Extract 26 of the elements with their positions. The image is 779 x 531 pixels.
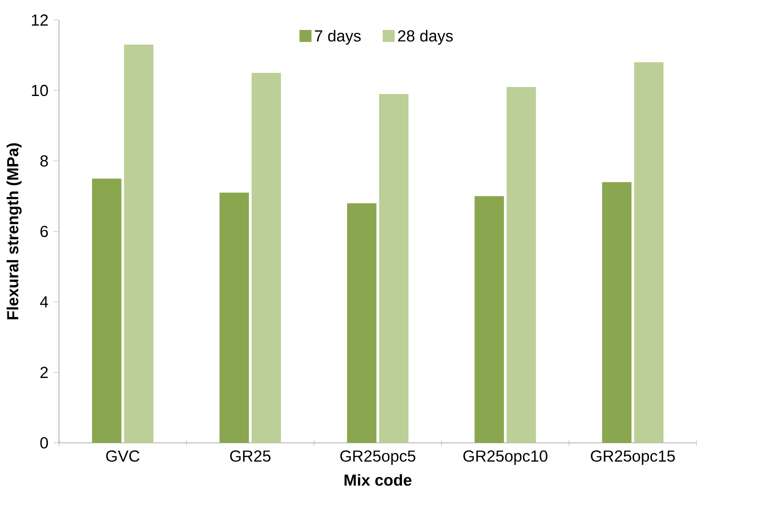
- x-tick-label: GR25opc5: [340, 450, 416, 465]
- bar: [474, 196, 504, 443]
- y-tick-label: 2: [40, 366, 48, 378]
- y-tick-label: 4: [40, 296, 48, 308]
- bar: [124, 44, 154, 443]
- legend-label: 28 days: [398, 30, 453, 45]
- bar: [602, 182, 632, 443]
- bar: [92, 178, 122, 443]
- bar: [220, 192, 249, 443]
- bar: [634, 62, 664, 443]
- x-tick-label: GR25opc15: [590, 450, 675, 465]
- bar: [506, 87, 536, 443]
- y-tick-label: 8: [40, 155, 48, 167]
- x-tick-label: GR25opc10: [463, 450, 548, 465]
- y-tick-label: 6: [40, 226, 48, 238]
- y-tick-label: 0: [40, 437, 48, 449]
- x-axis-title: Mix code: [344, 474, 412, 486]
- bar: [347, 203, 376, 443]
- y-tick-label: 10: [32, 84, 48, 96]
- x-tick-label: GVC: [106, 450, 140, 462]
- x-tick-label: GR25: [230, 450, 270, 462]
- bar: [379, 94, 408, 443]
- legend-label: 7 days: [314, 30, 361, 45]
- y-tick-label: 12: [32, 14, 48, 26]
- bar: [252, 72, 281, 443]
- y-axis-title: Flexural strength (MPa): [6, 143, 22, 320]
